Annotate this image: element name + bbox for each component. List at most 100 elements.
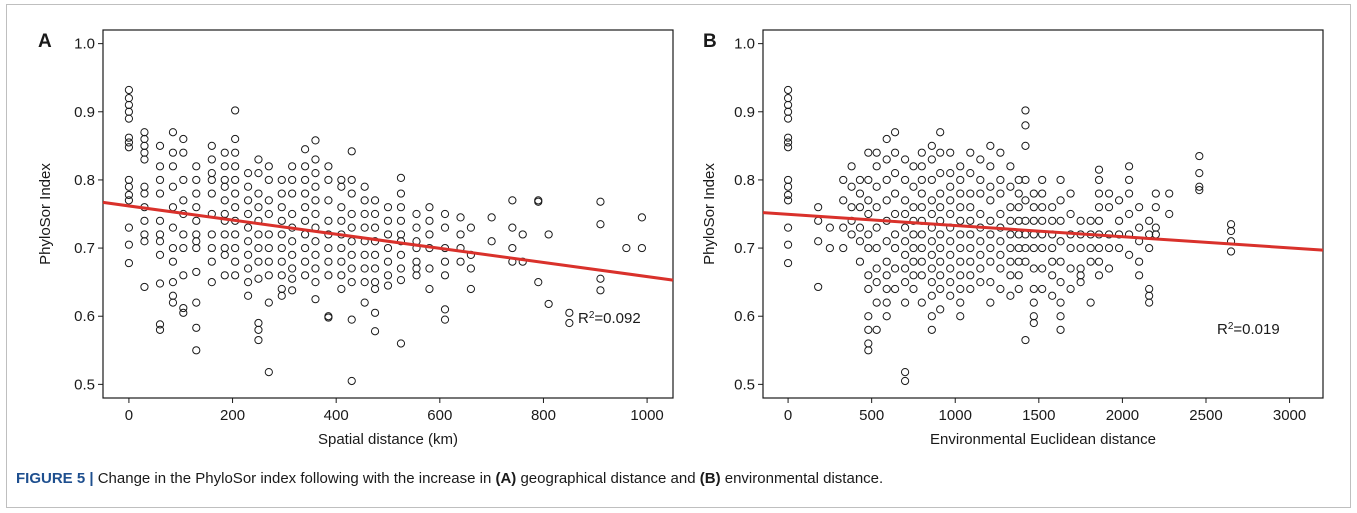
data-point [1165,209,1174,219]
data-point [1006,230,1015,239]
data-point [288,274,297,283]
data-point [140,237,149,246]
data-point [360,209,369,219]
data-point [814,282,823,292]
y-tick-label: 1.0 [734,36,755,53]
data-point [946,182,955,191]
data-point [466,284,476,294]
data-point [277,189,286,198]
data-point [966,203,975,212]
plot-frame [762,29,1324,399]
data-point [207,189,216,198]
data-point [783,175,793,185]
data-point [155,250,165,259]
data-point [243,196,253,205]
data-point [976,264,985,273]
data-point [124,85,134,95]
data-point [839,243,848,253]
data-point [936,189,945,198]
data-point [324,243,333,253]
data-point [976,189,985,198]
data-point [986,216,995,225]
x-tick-label: 500 [859,407,884,424]
data-point [347,315,356,324]
data-point [864,196,873,205]
data-point [996,209,1005,219]
data-point [311,278,320,287]
data-point [324,313,333,322]
data-point [508,243,517,253]
data-point [966,271,975,280]
data-point [986,278,995,287]
data-point [996,189,1005,198]
x-tick-label: 2000 [1106,407,1139,424]
data-point [814,203,823,212]
data-point [839,223,848,232]
data-point [1226,220,1236,229]
x-tick-label: 0 [784,407,792,424]
data-point [909,257,918,266]
data-point [890,209,900,219]
caption-label: FIGURE 5 | [16,470,94,487]
data-point [909,162,918,171]
data-point [996,175,1005,185]
y-tick-label: 0.6 [734,308,755,325]
data-point [360,250,369,259]
data-point [1014,271,1023,280]
data-point [288,209,297,219]
data-point [168,257,178,266]
data-point [996,148,1005,157]
data-point [243,291,253,300]
data-point [1038,175,1047,185]
data-point [370,284,380,294]
data-point [347,264,356,273]
caption-text-2: geographical distance and [516,470,700,487]
data-point [456,230,465,239]
data-point [337,271,346,280]
data-point [1076,271,1085,280]
data-point [882,284,891,294]
data-point [927,291,936,300]
data-point [909,182,918,191]
data-point [1124,209,1134,219]
x-tick-label: 400 [324,407,349,424]
y-tick-label: 0.8 [74,172,95,189]
data-point [783,258,793,268]
data-point [347,175,356,185]
data-point [917,271,926,280]
data-point [1195,151,1204,161]
data-point [254,169,263,178]
data-point [855,203,865,212]
data-point [288,162,297,171]
caption-tag-a: (A) [495,470,517,487]
data-point [783,190,793,200]
data-point [487,237,496,246]
caption-text-1: Change in the PhyloSor index following w… [93,470,496,487]
data-point [864,243,873,253]
data-point [311,264,320,273]
data-point [900,250,910,259]
data-point [220,271,229,280]
data-point [370,308,380,317]
data-point [155,325,165,334]
data-point [890,243,900,253]
data-point [231,175,240,185]
data-point [1006,203,1015,212]
data-point [277,257,286,266]
data-point [927,141,936,150]
data-point [347,250,356,259]
data-point [440,271,450,280]
data-point [956,230,965,239]
data-point [1104,189,1114,198]
data-point [396,276,406,285]
data-point [140,189,149,198]
regression-line [762,211,1324,252]
data-point [360,182,369,191]
data-point [783,182,793,191]
data-point [277,243,286,253]
data-point [966,284,975,294]
data-point [847,162,856,171]
data-point [946,237,955,246]
data-point [956,189,965,198]
data-point [243,237,253,246]
